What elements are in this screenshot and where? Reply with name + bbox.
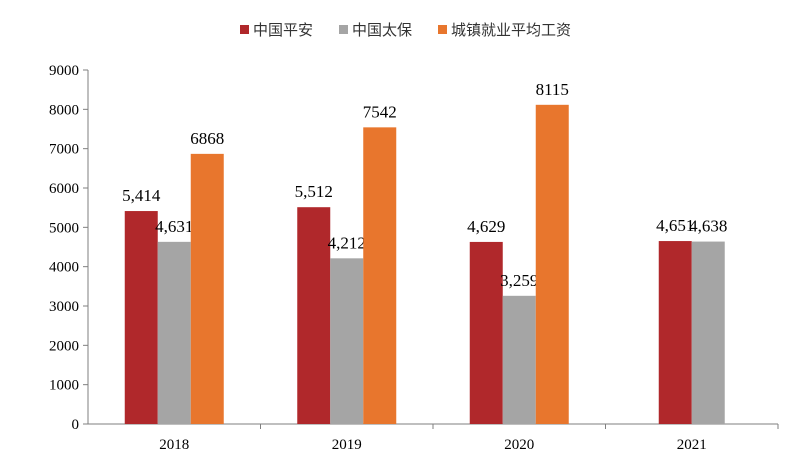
y-tick-label: 2000 bbox=[49, 338, 79, 354]
bar-2020-0 bbox=[469, 241, 503, 424]
bar-2019-1 bbox=[330, 258, 364, 424]
bar-2018-2 bbox=[190, 153, 224, 424]
data-label: 8115 bbox=[536, 80, 569, 99]
legend-swatch bbox=[438, 25, 447, 34]
bar-2021-1 bbox=[691, 241, 725, 424]
y-tick-label: 3000 bbox=[49, 299, 79, 315]
y-tick-label: 1000 bbox=[49, 378, 79, 394]
x-tick-label: 2021 bbox=[677, 437, 707, 453]
bar-2019-0 bbox=[297, 207, 331, 424]
data-label: 4,651 bbox=[656, 216, 694, 235]
data-label: 7542 bbox=[363, 102, 397, 121]
data-label: 4,212 bbox=[328, 233, 366, 252]
data-label: 6868 bbox=[190, 129, 224, 148]
data-label: 4,638 bbox=[689, 217, 727, 236]
x-tick-label: 2020 bbox=[504, 437, 534, 453]
data-label: 5,414 bbox=[122, 186, 161, 205]
bar-2020-2 bbox=[535, 104, 569, 424]
bar-2021-0 bbox=[658, 241, 692, 424]
bar-2020-1 bbox=[502, 295, 536, 424]
bar-2019-2 bbox=[363, 127, 397, 425]
y-tick-label: 5000 bbox=[49, 220, 79, 236]
y-tick-label: 9000 bbox=[49, 63, 79, 79]
y-tick-label: 8000 bbox=[49, 102, 79, 118]
data-label: 4,629 bbox=[467, 217, 505, 236]
legend-swatch bbox=[240, 25, 249, 34]
data-label: 3,259 bbox=[500, 271, 538, 290]
y-tick-label: 6000 bbox=[49, 181, 79, 197]
bar-2018-0 bbox=[124, 211, 158, 424]
bar-2018-1 bbox=[157, 241, 191, 424]
legend-label: 中国平安 bbox=[253, 22, 313, 39]
data-label: 5,512 bbox=[295, 182, 333, 201]
legend-label: 城镇就业平均工资 bbox=[451, 22, 571, 39]
y-tick-label: 7000 bbox=[49, 142, 79, 158]
legend-swatch bbox=[339, 25, 348, 34]
legend-label: 中国太保 bbox=[352, 22, 412, 39]
data-label: 4,631 bbox=[155, 217, 193, 236]
y-tick-label: 4000 bbox=[49, 260, 79, 276]
x-tick-label: 2019 bbox=[332, 437, 362, 453]
y-tick-label: 0 bbox=[72, 417, 80, 433]
x-tick-label: 2018 bbox=[159, 437, 189, 453]
